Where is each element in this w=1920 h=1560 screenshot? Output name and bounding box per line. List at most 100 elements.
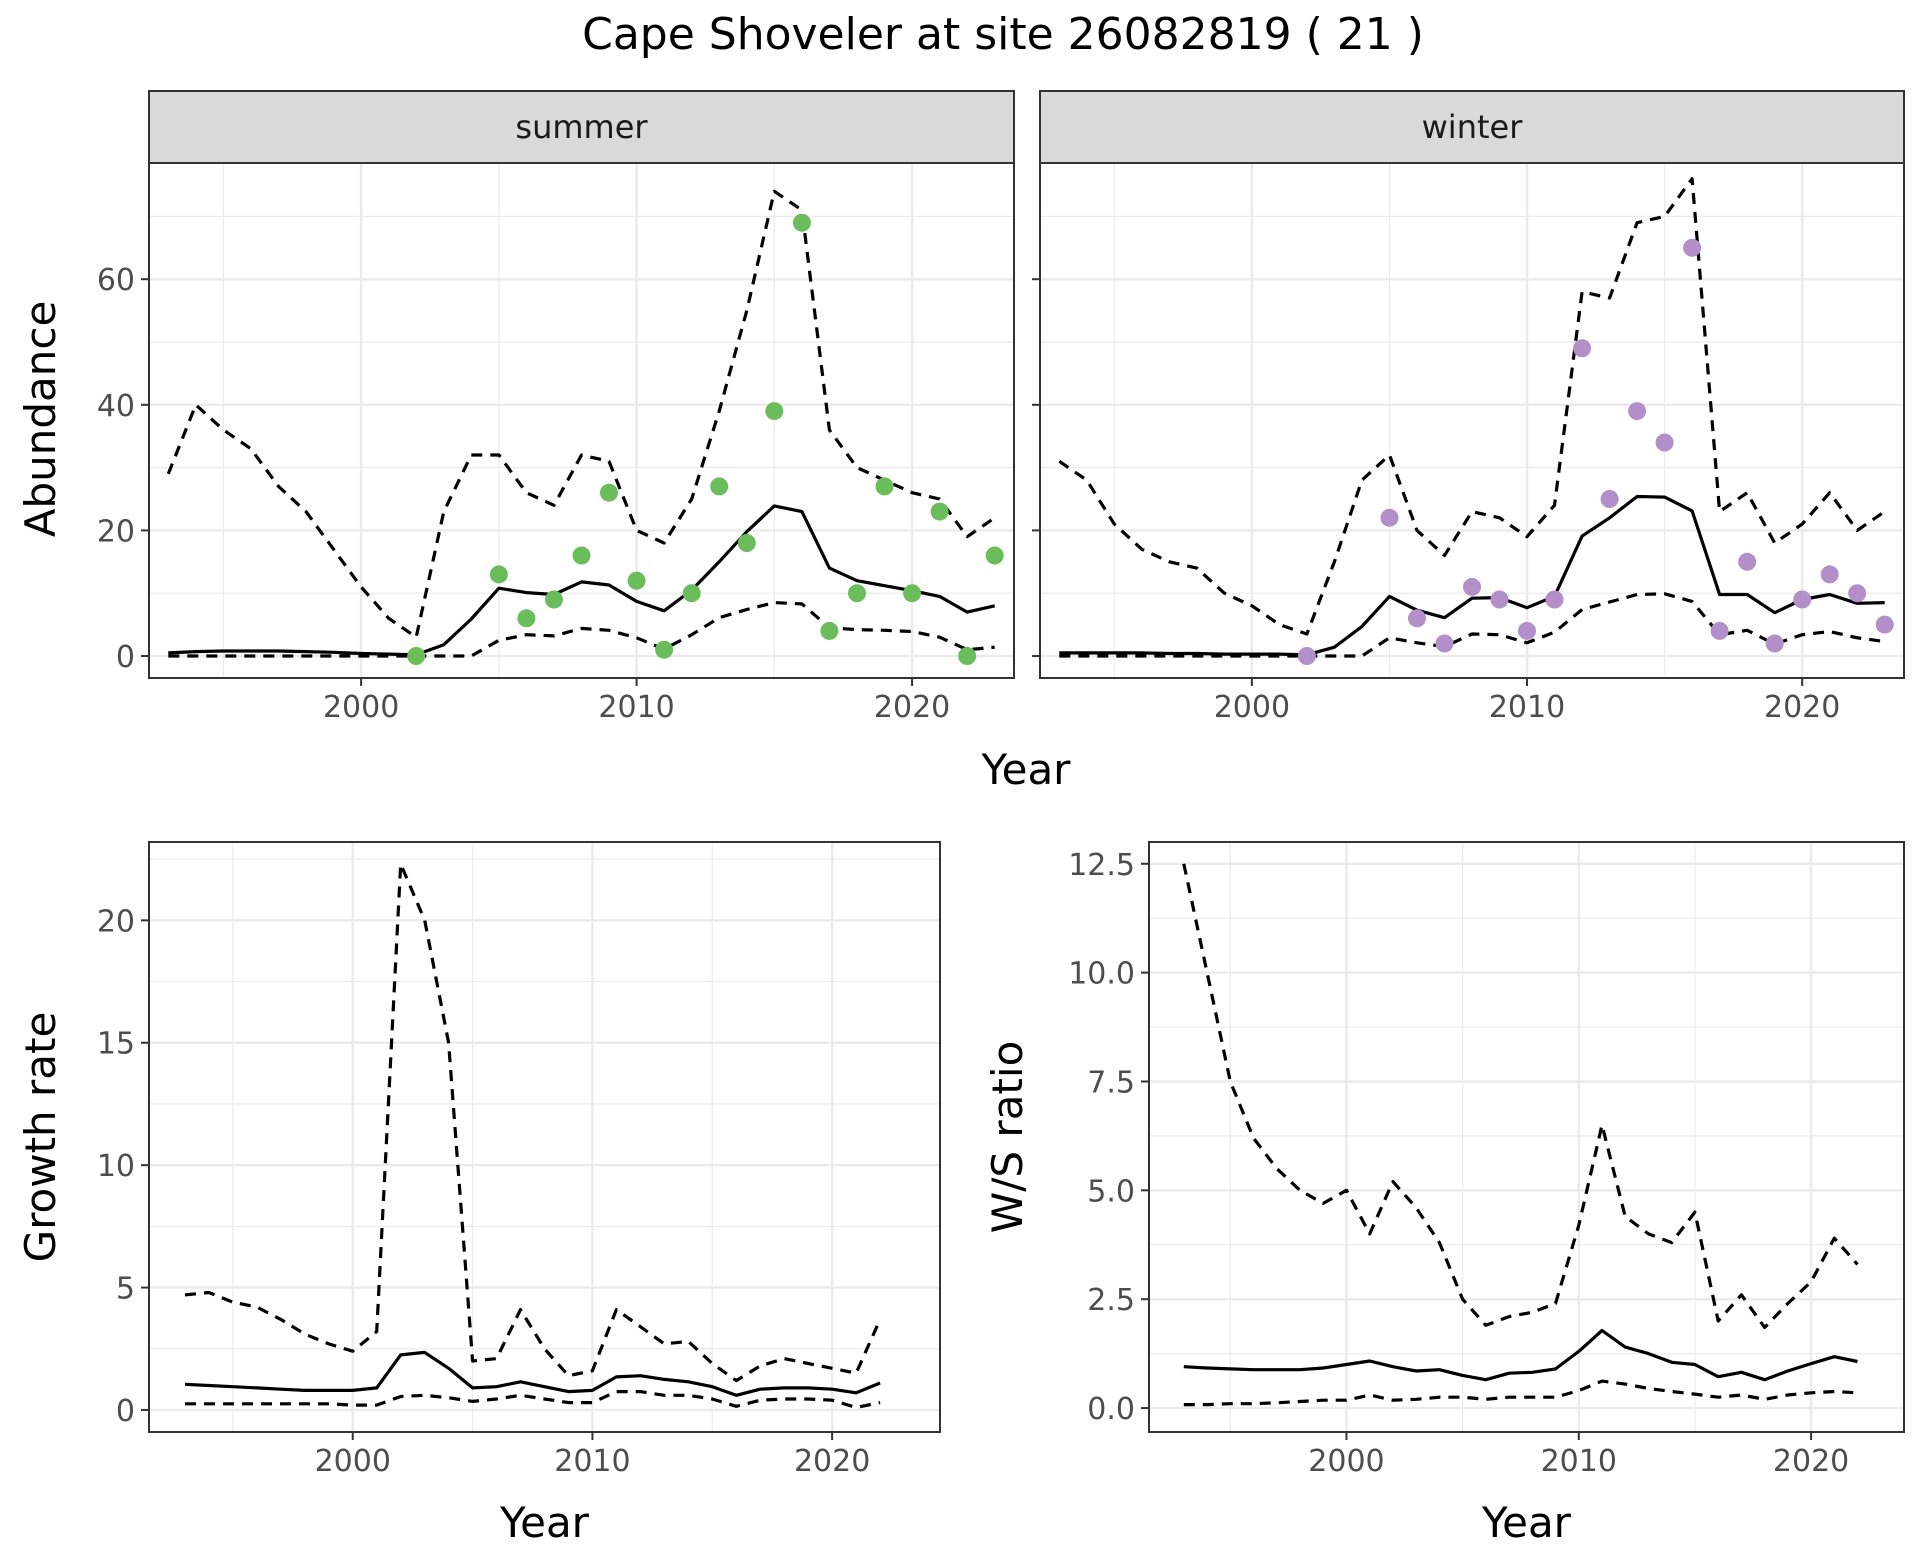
panel-background [1149, 842, 1904, 1432]
data-point [682, 584, 701, 603]
data-point [930, 502, 949, 521]
x-tick-label: 2000 [1308, 1444, 1384, 1479]
mean-line [168, 504, 996, 657]
data-point [600, 483, 618, 502]
data-point [1738, 552, 1757, 571]
y-axis-title: W/S ratio [983, 1041, 1032, 1234]
y-tick-label: 2.5 [1087, 1283, 1135, 1318]
data-point [958, 647, 977, 665]
x-tick-label: 2020 [794, 1444, 870, 1479]
x-tick-label: 2010 [1489, 690, 1565, 725]
data-point [572, 546, 591, 565]
data-point [1820, 565, 1839, 584]
data-point [848, 584, 866, 603]
data-point [1463, 577, 1481, 596]
panel-background [149, 163, 1014, 678]
summer-abundance-panel: summer 2000 2010 2020 0 20 40 60 [97, 90, 1015, 725]
data-point [1765, 634, 1784, 653]
data-point [737, 534, 756, 552]
facet-strip [148, 90, 1015, 164]
upper-bound-line [1058, 177, 1886, 636]
data-point [627, 571, 646, 590]
x-tick-label: 2010 [598, 690, 674, 725]
panel-border [1148, 841, 1905, 1433]
x-axis-title: Year [499, 1498, 590, 1547]
data-point [517, 609, 536, 628]
y-tick-label: 20 [97, 904, 135, 939]
mean-line [184, 1350, 881, 1397]
panel-background [1040, 163, 1904, 678]
data-point [407, 647, 426, 665]
y-tick-label: 40 [97, 389, 135, 424]
data-point [1435, 634, 1454, 653]
data-point [1793, 590, 1812, 609]
panel-background [149, 842, 940, 1432]
data-point [1655, 433, 1674, 452]
data-point [875, 477, 894, 496]
y-tick-label: 7.5 [1087, 1065, 1135, 1100]
lower-bound-line [185, 1389, 881, 1410]
abundance-x-axis-title: Year [981, 745, 1072, 794]
y-tick-label: 10 [97, 1149, 135, 1184]
y-tick-label: 0.0 [1087, 1392, 1135, 1427]
data-point [1545, 590, 1564, 609]
data-point [1380, 508, 1399, 527]
y-tick-label: 5.0 [1087, 1174, 1135, 1209]
x-tick-label: 2000 [315, 1444, 391, 1479]
panel-border [148, 841, 941, 1433]
y-tick-label: 60 [97, 263, 135, 298]
y-axis-title: Growth rate [16, 1012, 65, 1263]
data-point [1875, 615, 1894, 634]
data-point [1490, 590, 1509, 609]
data-point [1518, 621, 1536, 640]
data-point [792, 213, 811, 232]
data-point [1600, 490, 1619, 508]
x-tick-label: 2000 [1214, 690, 1290, 725]
mean-line [1059, 494, 1885, 657]
data-point [1683, 238, 1702, 257]
x-tick-label: 2000 [323, 690, 399, 725]
data-point [765, 402, 784, 421]
facet-strip [1039, 90, 1905, 164]
x-tick-label: 2010 [554, 1444, 630, 1479]
y-tick-label: 0 [116, 640, 135, 675]
data-point [1848, 584, 1867, 603]
x-tick-label: 2020 [1764, 690, 1840, 725]
data-point [545, 590, 563, 609]
lower-bound-line [168, 600, 995, 658]
lower-bound-line [1059, 592, 1885, 658]
data-point [1573, 339, 1592, 358]
growth-rate-panel: 2000 2010 2020 0 5 10 15 20 Year Growth rate [16, 841, 941, 1547]
data-point [1710, 621, 1729, 640]
data-point [655, 640, 674, 659]
y-tick-label: 0 [116, 1394, 135, 1429]
data-point [1408, 609, 1426, 628]
y-tick-label: 20 [97, 514, 135, 549]
upper-bound-line [166, 189, 996, 639]
facet-strip-label: winter [1422, 108, 1524, 146]
y-tick-label: 5 [116, 1272, 135, 1307]
data-point [985, 546, 1004, 565]
data-point [903, 584, 922, 603]
figure-title: Cape Shoveler at site 26082819 ( 21 ) [582, 9, 1424, 60]
ws-ratio-panel: 2000 2010 2020 0.0 2.5 5.0 7.5 10.0 12.5 Year W/S … [983, 841, 1905, 1547]
facet-strip-label: summer [515, 108, 648, 146]
data-point [1628, 402, 1647, 421]
upper-bound-line [1182, 863, 1859, 1330]
data-point [820, 621, 839, 640]
x-tick-label: 2020 [1773, 1444, 1849, 1479]
data-point [1297, 647, 1316, 665]
y-tick-label: 10.0 [1068, 957, 1135, 992]
mean-line [1183, 1328, 1858, 1382]
x-tick-label: 2020 [874, 690, 950, 725]
y-tick-label: 15 [97, 1027, 135, 1062]
x-tick-label: 2010 [1541, 1444, 1617, 1479]
abundance-y-axis-title: Abundance [16, 301, 65, 538]
y-tick-label: 12.5 [1068, 848, 1135, 883]
data-point [489, 565, 508, 584]
x-axis-title: Year [1481, 1498, 1572, 1547]
data-point [710, 477, 729, 496]
upper-bound-line [184, 862, 882, 1383]
winter-abundance-panel: winter 2000 2010 2020 [1032, 90, 1905, 725]
